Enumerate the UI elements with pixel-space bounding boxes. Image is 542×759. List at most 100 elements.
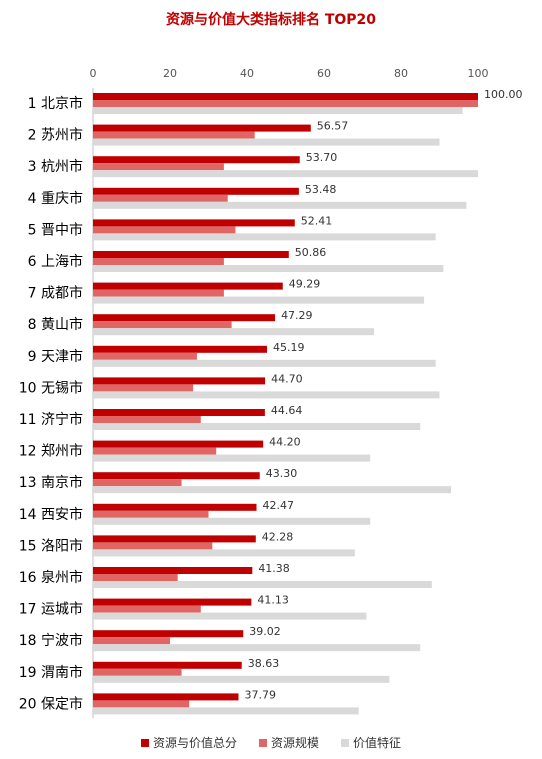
bar-scale [93, 289, 224, 297]
bar-value [93, 170, 478, 178]
bar-scale [93, 447, 217, 455]
bar-value [93, 107, 463, 114]
data-label: 56.57 [317, 120, 349, 133]
bar-scale [93, 574, 178, 581]
bar-total [93, 535, 256, 543]
bar-total [93, 503, 257, 511]
legend-item-total: 资源与价值总分 [140, 734, 237, 751]
bar-value [93, 328, 375, 336]
data-label: 41.38 [258, 562, 290, 575]
bar-scale [93, 700, 190, 708]
bar-scale [93, 542, 213, 550]
category-label: 15 洛阳市 [19, 537, 83, 554]
category-label: 18 宁波市 [19, 632, 83, 649]
data-label: 52.41 [301, 214, 333, 227]
category-label: 4 重庆市 [28, 190, 83, 207]
bar-value [93, 675, 390, 683]
bar-scale [93, 194, 228, 202]
legend-swatch-value [341, 738, 349, 747]
data-label: 45.19 [273, 341, 305, 354]
bar-total [93, 440, 264, 448]
legend-label-total: 资源与价值总分 [152, 736, 237, 750]
data-label: 44.70 [271, 372, 303, 385]
bar-value [93, 423, 421, 430]
legend-swatch-scale [258, 738, 267, 747]
bar-total [93, 345, 267, 353]
bar-value [93, 233, 436, 241]
bar-total [93, 409, 265, 416]
bar-scale [93, 100, 478, 107]
bar-total [93, 567, 253, 574]
bar-scale [93, 352, 197, 360]
bar-scale [93, 668, 182, 676]
legend-item-scale: 资源规模 [258, 734, 319, 751]
legend-item-value: 价值特征 [341, 734, 401, 751]
bar-value [93, 549, 355, 557]
category-label: 11 济宁市 [19, 411, 83, 428]
data-label: 37.79 [244, 688, 276, 701]
category-label: 9 天津市 [28, 348, 83, 365]
bar-total [93, 156, 300, 164]
bar-scale [93, 226, 236, 234]
bar-total [93, 219, 295, 227]
data-label: 41.13 [257, 594, 289, 607]
category-label: 8 黄山市 [28, 316, 83, 333]
bar-total [93, 314, 276, 322]
category-label: 13 南京市 [19, 474, 83, 491]
bar-total [93, 124, 311, 132]
bar-scale [93, 131, 255, 139]
bar-total [93, 661, 242, 669]
bar-scale [93, 605, 201, 613]
category-label: 10 无锡市 [19, 379, 83, 396]
bar-value [93, 517, 371, 525]
bar-total [93, 377, 266, 385]
bar-value [93, 138, 440, 146]
legend-swatch-total [140, 738, 149, 747]
bar-scale [93, 637, 170, 645]
bar-scale [93, 163, 224, 171]
data-label: 43.30 [266, 467, 298, 480]
bar-scale [93, 416, 201, 423]
data-label: 100.00 [484, 88, 523, 101]
category-label: 3 杭州市 [28, 158, 83, 175]
x-tick-label: 0 [90, 67, 97, 80]
bar-scale [93, 321, 232, 329]
data-label: 42.47 [263, 499, 295, 512]
x-tick-label: 100 [468, 67, 489, 80]
bar-value [93, 201, 467, 209]
category-label: 2 苏州市 [28, 127, 83, 144]
category-label: 5 晋中市 [28, 221, 83, 238]
legend: 资源与价值总分 资源规模 价值特征 [0, 734, 542, 751]
category-label: 20 保定市 [19, 695, 83, 712]
bar-total [93, 282, 283, 290]
bar-total [93, 693, 239, 701]
bar-value [93, 612, 367, 620]
bar-total [93, 472, 260, 480]
category-label: 7 成都市 [28, 285, 83, 302]
bar-value [93, 359, 436, 367]
bar-total [93, 187, 299, 195]
bar-total [93, 251, 289, 258]
data-label: 42.28 [262, 530, 294, 543]
bar-total [93, 630, 244, 638]
bar-value [93, 296, 425, 304]
x-tick-label: 80 [394, 67, 408, 80]
legend-label-value: 价值特征 [353, 736, 402, 750]
category-label: 12 郑州市 [19, 443, 83, 460]
data-label: 38.63 [248, 657, 280, 670]
bar-value [93, 644, 421, 652]
bar-value [93, 581, 432, 588]
bar-scale [93, 510, 209, 518]
bar-value [93, 707, 359, 715]
category-label: 17 运城市 [19, 601, 83, 618]
chart-title: 资源与价值大类指标排名 TOP20 [165, 12, 377, 28]
category-label: 1 北京市 [28, 95, 83, 112]
data-label: 50.86 [295, 246, 327, 259]
bar-value [93, 265, 444, 272]
category-label: 16 泉州市 [19, 569, 83, 586]
bar-value [93, 486, 452, 494]
data-label: 53.70 [306, 151, 338, 164]
category-label: 19 渭南市 [19, 664, 83, 681]
x-tick-label: 60 [317, 67, 331, 80]
